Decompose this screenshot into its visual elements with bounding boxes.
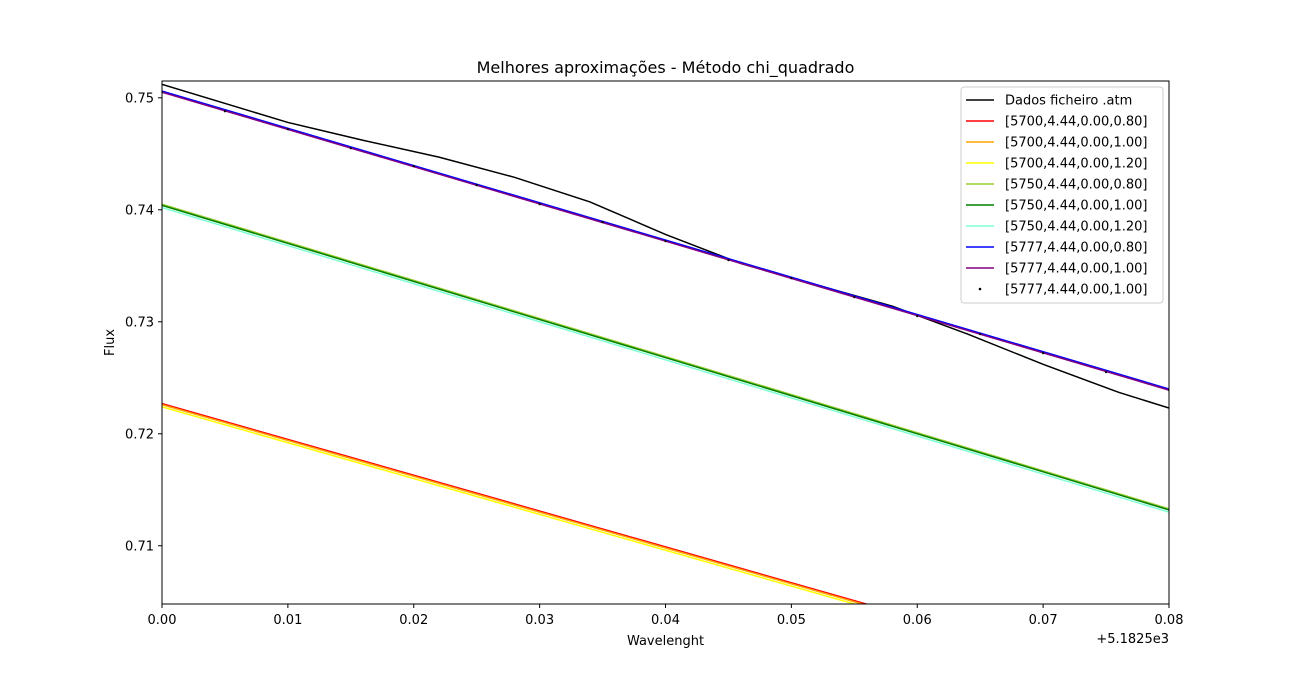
series-4-line [162, 203, 1169, 510]
series-9-point [601, 221, 604, 224]
series-7-line [162, 90, 1169, 390]
series-9-point [538, 203, 541, 206]
series-9-point [412, 165, 415, 168]
series-2-line [162, 403, 865, 604]
y-tick-label: 0.72 [125, 427, 154, 442]
x-tick-label: 0.07 [1029, 613, 1058, 628]
y-tick-label: 0.73 [125, 315, 154, 330]
x-tick-label: 0.05 [777, 613, 806, 628]
series-1-line [162, 402, 869, 604]
x-offset-label: +5.1825e3 [1096, 632, 1169, 647]
legend-label: [5777,4.44,0.00,1.00] [1005, 283, 1147, 298]
series-6-line [162, 206, 1169, 513]
series-9-point [727, 259, 730, 262]
series-9-point [1042, 352, 1045, 355]
x-tick-label: 0.03 [525, 613, 554, 628]
series-9-point [349, 147, 352, 150]
series-9-point [916, 315, 919, 318]
legend-label: [5700,4.44,0.00,0.80] [1005, 115, 1147, 130]
legend-label: [5750,4.44,0.00,1.20] [1005, 220, 1147, 235]
x-axis: 0.00 0.01 0.02 0.03 0.04 0.05 0.06 0.07 0.08 [148, 604, 1184, 628]
legend-label: [5777,4.44,0.00,1.00] [1005, 262, 1147, 277]
x-axis-label: Wavelenght [627, 634, 704, 649]
chart-title: Melhores aproximações - Método chi_quadr… [477, 58, 855, 78]
legend-label: [5700,4.44,0.00,1.00] [1005, 136, 1147, 151]
legend-label: [5750,4.44,0.00,1.00] [1005, 199, 1147, 214]
legend: Dados ficheiro .atm [5700,4.44,0.00,0.80]… [960, 86, 1164, 304]
y-axis-label: Flux [103, 329, 118, 356]
legend-label: [5750,4.44,0.00,0.80] [1005, 178, 1147, 193]
x-tick-label: 0.08 [1155, 613, 1184, 628]
x-tick-label: 0.00 [148, 613, 177, 628]
x-tick-label: 0.02 [399, 613, 428, 628]
series-3-line [162, 406, 858, 604]
series-9-point [979, 333, 982, 336]
y-tick-label: 0.75 [125, 91, 154, 106]
x-tick-label: 0.06 [903, 613, 932, 628]
y-axis: 0.71 0.72 0.73 0.74 0.75 [125, 91, 162, 554]
y-tick-label: 0.74 [125, 203, 154, 218]
series-9-point [286, 128, 289, 131]
x-tick-label: 0.01 [273, 613, 302, 628]
legend-box [960, 86, 1164, 304]
x-tick-label: 0.04 [651, 613, 680, 628]
y-tick-label: 0.71 [125, 539, 154, 554]
legend-label: [5777,4.44,0.00,0.80] [1005, 241, 1147, 256]
series-9-point [1104, 371, 1108, 374]
legend-label: Dados ficheiro .atm [1005, 94, 1132, 109]
legend-marker [978, 287, 982, 291]
series-5-line [162, 204, 1169, 511]
series-9-point [475, 184, 478, 187]
legend-label: [5700,4.44,0.00,1.20] [1005, 157, 1147, 172]
series-9-point [664, 240, 667, 243]
series-layer [162, 83, 1169, 604]
series-9-point [223, 110, 227, 113]
series-0-line [162, 83, 1169, 409]
series-9-point [790, 277, 793, 280]
series-9-point [853, 296, 856, 299]
